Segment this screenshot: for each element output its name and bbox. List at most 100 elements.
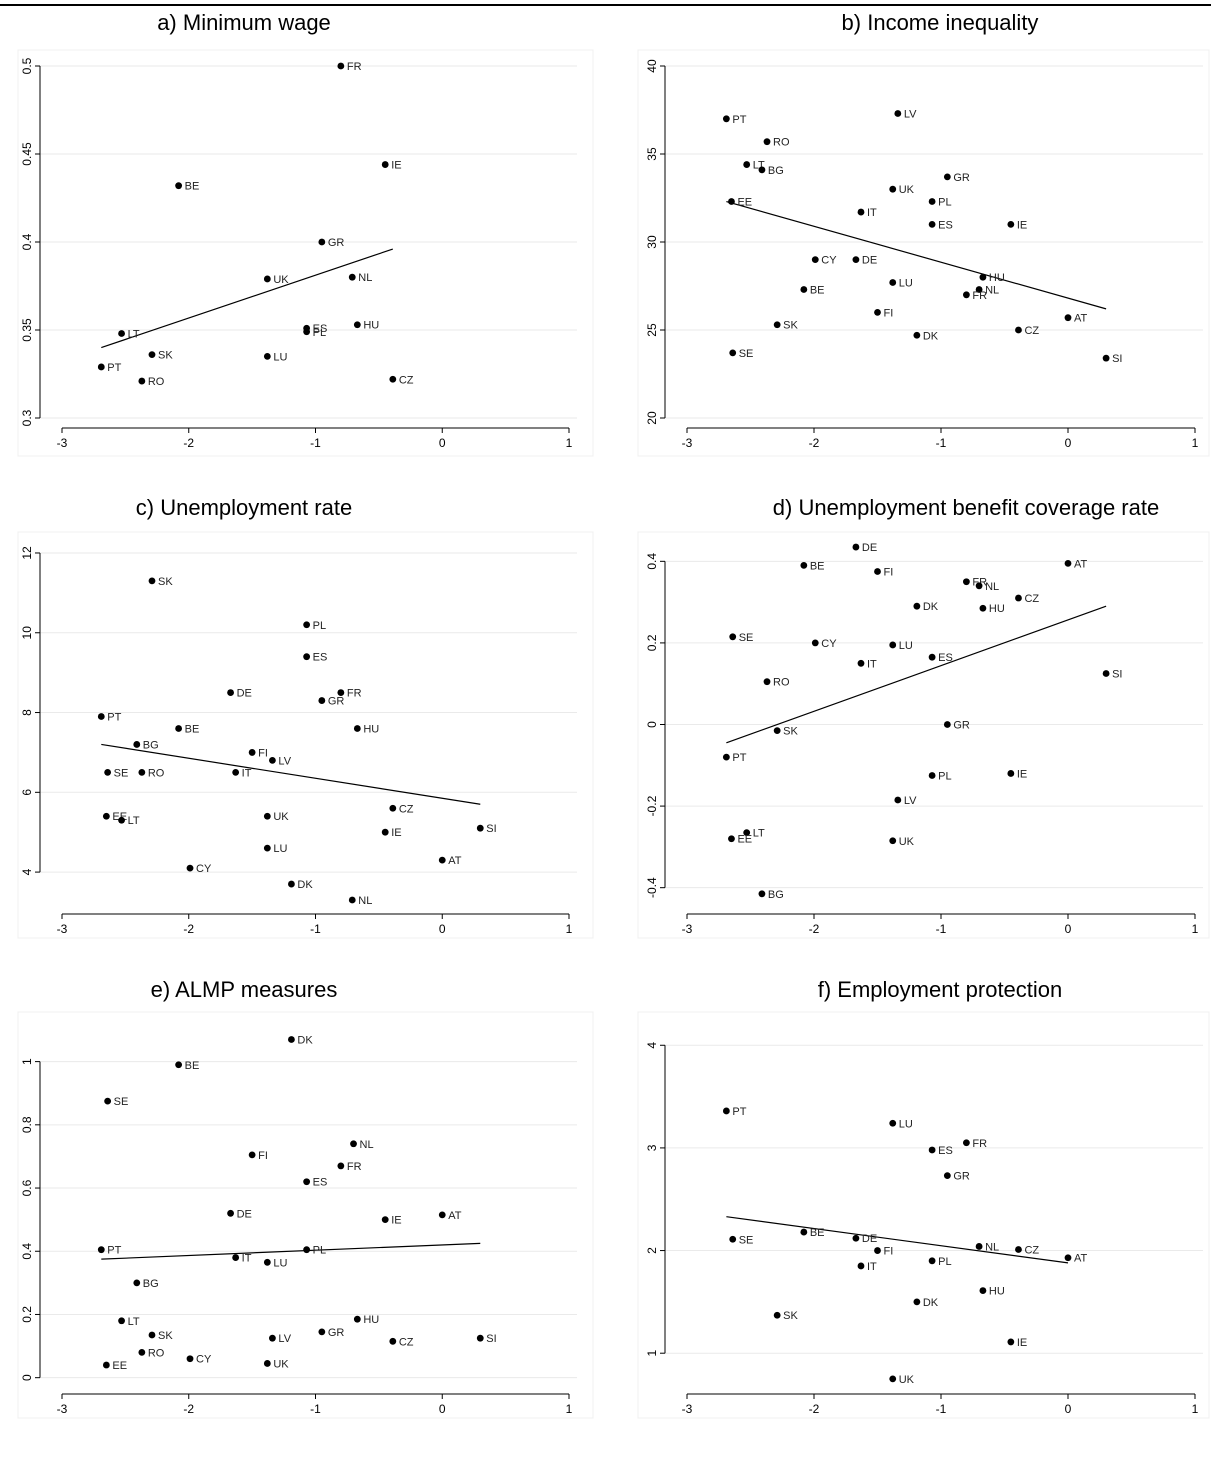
point-label: SI [486, 823, 496, 835]
data-point [97, 1246, 105, 1254]
data-point [963, 1139, 970, 1147]
data-point [975, 1243, 983, 1250]
data-point [348, 896, 356, 904]
point-label: DE [862, 542, 877, 554]
point-label: SE [739, 632, 754, 644]
point-label: BE [810, 285, 825, 297]
y-tick-label: 0 [645, 721, 659, 728]
point-label: RO [148, 376, 165, 388]
data-point [913, 602, 921, 610]
data-point [852, 256, 860, 263]
point-label: BE [185, 723, 200, 735]
data-point [913, 1298, 921, 1306]
x-tick-label: 1 [1192, 1402, 1199, 1416]
x-tick-label: 1 [566, 922, 573, 936]
point-label: UK [273, 1358, 289, 1370]
panel-title-c: c) Unemployment rate [135, 495, 353, 520]
point-label: PT [107, 1245, 121, 1257]
point-label: FR [347, 61, 362, 73]
data-point [743, 829, 751, 837]
point-label: FR [972, 290, 987, 302]
point-label: HU [989, 603, 1005, 615]
y-tick-label: 30 [645, 235, 659, 249]
point-label: LU [273, 1257, 287, 1269]
point-label: CZ [399, 1336, 414, 1348]
data-point [722, 1107, 730, 1115]
point-label: NL [985, 1241, 999, 1253]
point-label: DK [297, 879, 313, 891]
data-point [1007, 770, 1015, 777]
data-point [303, 1246, 311, 1254]
data-point [800, 561, 808, 569]
point-label: FR [347, 1161, 362, 1173]
point-label: ES [938, 652, 953, 664]
y-tick-label: 1 [645, 1350, 659, 1357]
point-label: BG [768, 165, 784, 177]
data-point [337, 689, 345, 696]
x-tick-label: -2 [809, 1402, 820, 1416]
point-label: SE [739, 1234, 754, 1246]
point-label: HU [363, 1314, 379, 1326]
x-tick-label: -1 [310, 436, 321, 450]
point-label: ES [938, 219, 953, 231]
point-label: CY [821, 255, 837, 267]
data-point [889, 185, 897, 193]
point-label: RO [148, 767, 165, 779]
data-point [800, 1228, 808, 1236]
data-point [928, 221, 936, 228]
data-point [963, 578, 970, 586]
data-point [889, 837, 897, 845]
y-tick-label: 0.4 [20, 233, 34, 250]
point-label: FI [258, 1150, 268, 1162]
point-label: UK [899, 1374, 915, 1386]
point-label: NL [985, 581, 999, 593]
data-point [722, 115, 730, 123]
data-point [337, 62, 345, 70]
y-tick-label: 1 [20, 1058, 34, 1065]
data-point [303, 653, 311, 661]
point-label: FI [884, 567, 894, 579]
x-tick-label: 0 [1065, 1402, 1072, 1416]
point-label: PL [938, 1256, 951, 1268]
point-label: BE [810, 560, 825, 572]
point-label: LT [128, 1316, 140, 1328]
point-label: IE [1017, 1337, 1027, 1349]
point-label: RO [773, 677, 790, 689]
data-point [381, 161, 389, 168]
point-label: AT [1074, 313, 1088, 325]
data-point [963, 291, 970, 299]
point-label: GR [953, 1171, 970, 1183]
data-point [1007, 221, 1015, 228]
point-label: NL [985, 285, 999, 297]
data-point [104, 768, 112, 776]
data-point [894, 110, 902, 117]
x-tick-label: -1 [936, 436, 947, 450]
data-point [743, 161, 751, 168]
point-label: FI [258, 747, 268, 759]
data-point [874, 309, 881, 316]
point-label: DK [923, 330, 939, 342]
data-point [874, 1247, 881, 1254]
point-label: LT [753, 828, 765, 840]
data-point [889, 279, 897, 286]
point-label: SI [486, 1333, 496, 1345]
data-point [248, 1151, 256, 1159]
fit-line [101, 248, 394, 349]
data-point [263, 353, 271, 360]
point-label: GR [953, 172, 970, 184]
point-label: CZ [1024, 1245, 1039, 1257]
data-point [97, 713, 105, 720]
point-label: UK [899, 836, 915, 848]
point-label: EE [737, 197, 752, 209]
point-label: ES [938, 1145, 953, 1157]
data-point [269, 757, 276, 764]
point-label: LV [278, 755, 291, 767]
plot-frame [17, 531, 594, 939]
point-label: IT [242, 767, 252, 779]
data-point [353, 725, 361, 732]
point-label: RO [773, 137, 790, 149]
data-point [975, 286, 983, 293]
data-point [138, 1348, 146, 1356]
